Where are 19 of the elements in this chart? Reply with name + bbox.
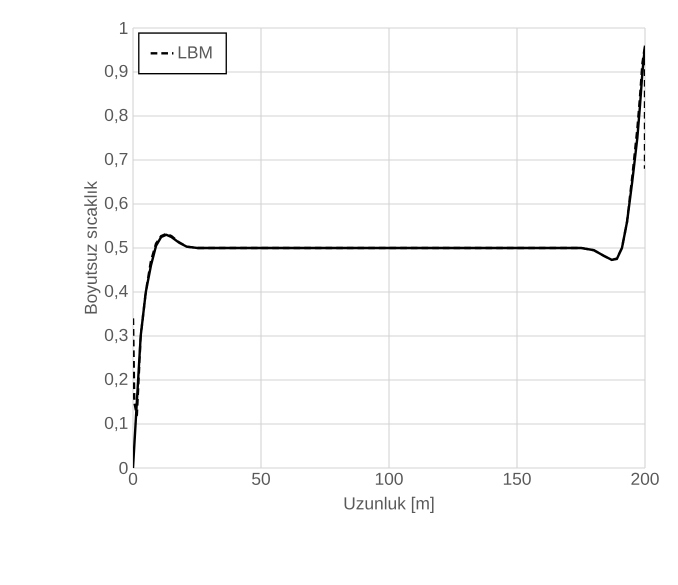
x-tick-label: 50 — [252, 472, 270, 485]
y-tick-label: 0,5 — [104, 240, 128, 256]
x-axis-title: Uzunluk [m] — [344, 496, 434, 513]
legend-label: LBM — [178, 46, 212, 58]
y-tick-label: 0 — [119, 462, 128, 474]
x-tick-label: 200 — [631, 472, 659, 485]
x-tick-label: 100 — [376, 472, 403, 485]
y-tick-label: 0,7 — [104, 152, 128, 168]
y-tick-label: 0,6 — [104, 196, 128, 212]
y-tick-label: 0,9 — [104, 64, 128, 80]
y-tick-label: 0,4 — [104, 284, 128, 300]
y-tick-label: 0,3 — [104, 328, 128, 344]
x-tick-label: 0 — [128, 472, 138, 485]
y-tick-label: 1 — [120, 22, 128, 34]
y-tick-label: 0,1 — [104, 416, 128, 432]
y-tick-label: 0,8 — [104, 108, 128, 124]
y-axis-title: Boyutsuz sıcaklık — [84, 181, 100, 314]
y-tick-label: 0,2 — [104, 372, 128, 388]
x-tick-label: 150 — [504, 472, 531, 485]
